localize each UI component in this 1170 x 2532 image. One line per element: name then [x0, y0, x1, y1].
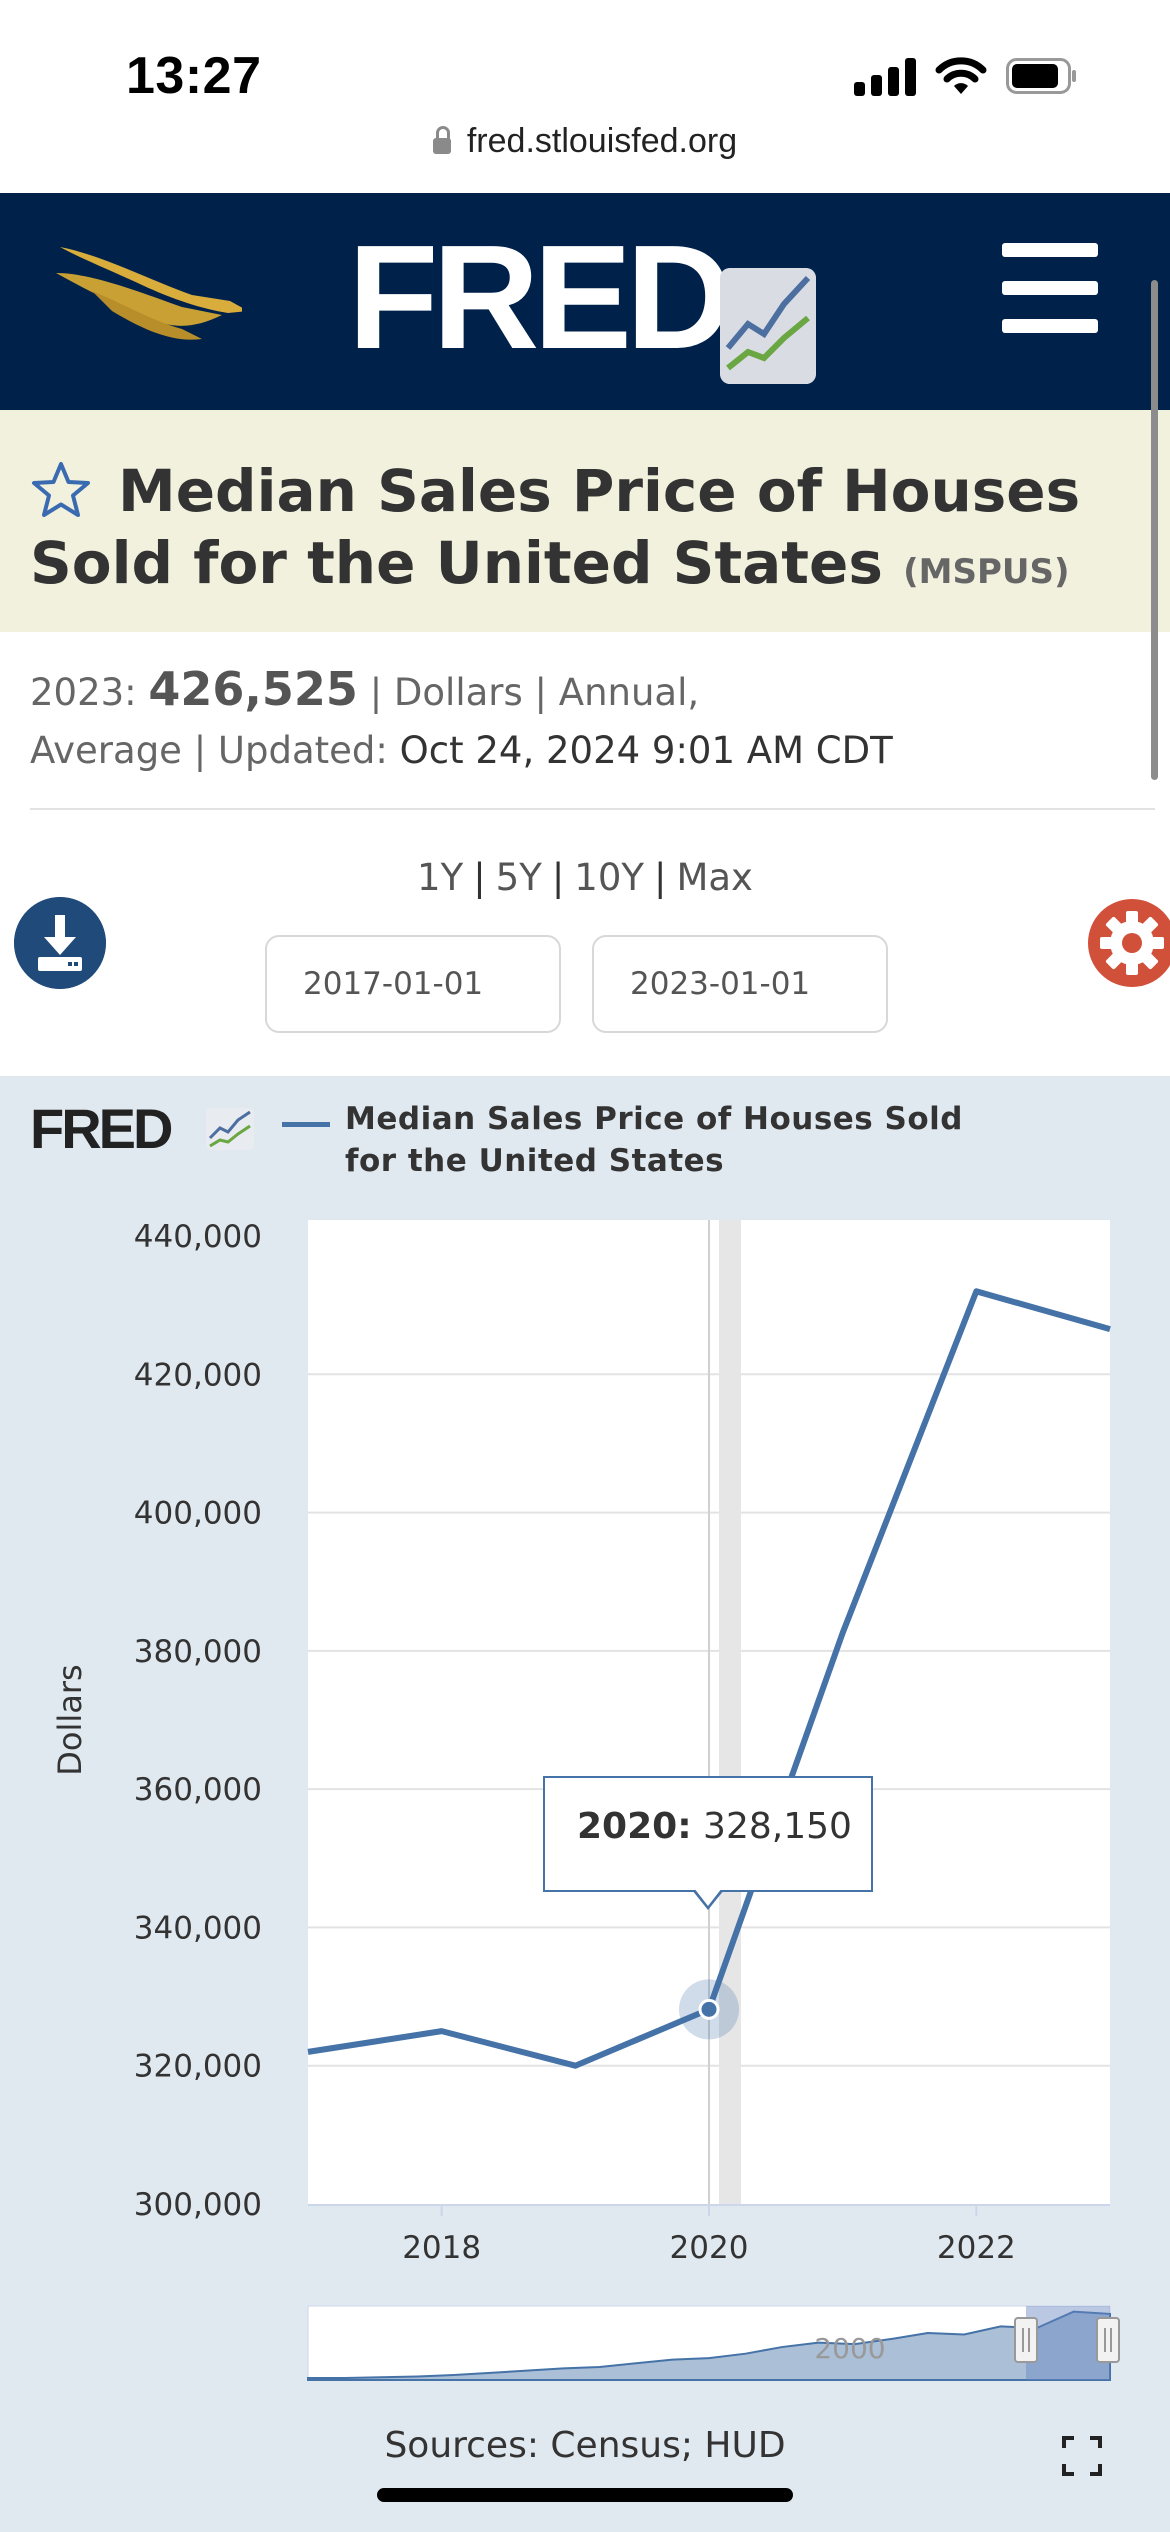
site-header: FRED: [0, 193, 1170, 410]
navigator-handle: [1096, 2317, 1120, 2363]
chart-fred-logo: FRED: [30, 1100, 260, 1160]
range-5y[interactable]: 5Y: [495, 856, 542, 899]
end-date-input[interactable]: 2023-01-01: [592, 935, 888, 1033]
y-tick-label: 320,000: [134, 2049, 262, 2085]
status-time: 13:27: [126, 47, 262, 105]
legend-swatch: [282, 1122, 330, 1127]
y-tick-label: 360,000: [134, 1772, 262, 1808]
range-10y[interactable]: 10Y: [574, 856, 644, 899]
series-meta: 2023: 426,525 | Dollars | Annual, Averag…: [30, 660, 1140, 780]
series-id: (MSPUS): [903, 552, 1070, 592]
chart-plot[interactable]: 300,000 320,000 340,000 360,000 380,000 400,0…: [0, 1076, 1170, 2396]
y-tick-label: 420,000: [134, 1357, 262, 1393]
home-indicator: [377, 2488, 793, 2502]
star-icon[interactable]: [30, 460, 92, 520]
range-selector: 1Y | 5Y | 10Y | Max: [0, 856, 1170, 899]
series-title-text: Median Sales Price of Houses Sold for th…: [30, 457, 1081, 597]
x-tick-label: 2018: [402, 2230, 481, 2266]
page-title: Median Sales Price of Houses Sold for th…: [30, 455, 1140, 608]
tooltip-label: 2020:: [577, 1806, 692, 1847]
hover-band: [719, 1220, 741, 2204]
eagle-logo-icon[interactable]: [52, 233, 242, 353]
chart-tooltip: 2020: 328,150: [543, 1776, 873, 1892]
navigator-handle: [1014, 2317, 1038, 2363]
x-tick-label: 2020: [670, 2230, 749, 2266]
sources-text: Sources: Census; HUD: [384, 2425, 786, 2466]
updated-date: Oct 24, 2024 9:01 AM CDT: [399, 729, 893, 772]
range-1y[interactable]: 1Y: [417, 856, 464, 899]
hamburger-menu-icon[interactable]: [1002, 243, 1098, 333]
tooltip-value: 328,150: [703, 1806, 852, 1847]
y-tick-label: 380,000: [134, 1634, 262, 1670]
wifi-icon: [935, 57, 987, 94]
fullscreen-icon[interactable]: [1062, 2436, 1102, 2476]
gear-icon[interactable]: [1086, 897, 1170, 989]
status-bar: 13:27 fred.stlouisfed.org: [0, 0, 1170, 160]
cellular-signal-icon: [854, 58, 916, 96]
lock-icon: [432, 126, 451, 154]
y-tick-label: 440,000: [134, 1219, 262, 1255]
latest-label: 2023:: [30, 671, 137, 714]
hover-point: [698, 1998, 720, 2020]
latest-value: 426,525: [148, 662, 358, 716]
chart-logo-text: FRED: [30, 1097, 173, 1160]
separator: |: [473, 856, 486, 899]
url-text: fred.stlouisfed.org: [466, 122, 738, 160]
title-band: [0, 410, 1170, 632]
tooltip-pointer: [692, 1888, 724, 1910]
page-scrollbar[interactable]: [1151, 280, 1158, 780]
x-tick-label: 2022: [937, 2230, 1016, 2266]
fred-logo-text: FRED: [348, 215, 733, 380]
divider: [30, 808, 1155, 810]
chart-logo-graph-icon: [206, 1108, 254, 1150]
range-max[interactable]: Max: [676, 856, 753, 899]
y-tick-label: 340,000: [134, 1910, 262, 1946]
y-tick-label: 400,000: [134, 1496, 262, 1532]
meta-units-frequency: | Dollars | Annual,: [369, 671, 700, 714]
fred-graph-icon: [720, 268, 816, 384]
y-tick-label: 300,000: [134, 2187, 262, 2223]
start-date-input[interactable]: 2017-01-01: [265, 935, 561, 1033]
address-bar[interactable]: fred.stlouisfed.org: [0, 122, 1170, 172]
legend-label: Median Sales Price of Houses Sold for th…: [345, 1101, 963, 1179]
meta-updated-label: Average | Updated:: [30, 729, 388, 772]
separator: |: [551, 856, 565, 899]
navigator-track: [307, 2305, 1111, 2381]
separator: |: [653, 856, 667, 899]
download-icon[interactable]: [14, 897, 106, 989]
battery-icon: [1006, 58, 1076, 94]
navigator-label: 2000: [814, 2332, 885, 2365]
